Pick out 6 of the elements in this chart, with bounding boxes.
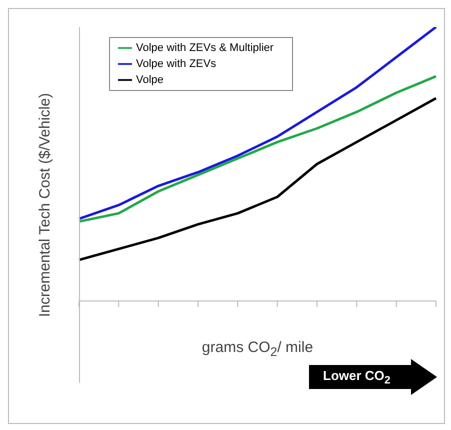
y-axis-title: Incremental Tech Cost ($/Vehicle): [36, 93, 54, 317]
text: Lower CO$_{2}$: [323, 368, 390, 387]
legend-label: Volpe: [136, 74, 164, 86]
legend-label: Volpe with ZEVs: [136, 58, 216, 70]
x-axis-title: grams CO$_{2}$/ mile: [200, 339, 314, 359]
legend-label: Volpe with ZEVs & Multiplier: [136, 42, 274, 54]
